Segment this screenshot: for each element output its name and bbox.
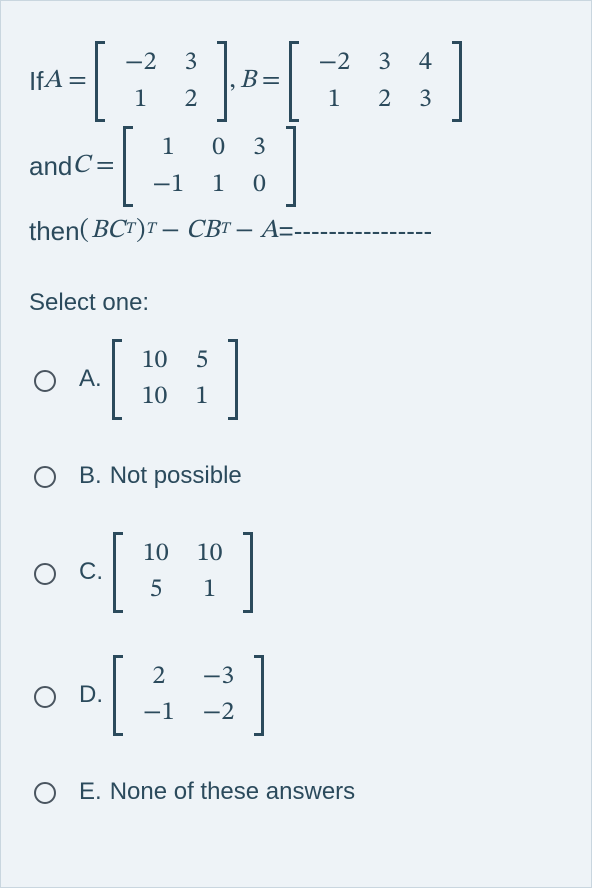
sup-T3: T (219, 217, 229, 243)
matrix-cell: 2 (170, 82, 211, 119)
sup-T1: T (124, 217, 134, 243)
option-letter: E. (79, 778, 102, 806)
matrix-cell: 10 (128, 343, 182, 380)
option-radio-E[interactable] (34, 782, 56, 804)
expression: ( B C T ) T − C B T − A = --------------… (80, 211, 433, 253)
option-E[interactable]: E. None of these answers (29, 778, 563, 806)
option-letter: A. (79, 365, 102, 393)
sym-A: A (43, 61, 62, 103)
question-stem: If A = −2312 , B = −234123 and C = (29, 41, 563, 253)
eq-3: = (90, 146, 121, 188)
matrix-cell: 3 (239, 130, 280, 167)
select-one-prompt: Select one: (29, 289, 563, 317)
eq-2: = (256, 61, 287, 103)
matrix-cell: 5 (129, 572, 183, 609)
matrix-cell: 1 (305, 82, 365, 119)
option-radio-C[interactable] (34, 563, 56, 585)
matrix-cell: 10 (128, 379, 182, 416)
matrix-cell: 5 (181, 343, 222, 380)
quiz-page: If A = −2312 , B = −234123 and C = (0, 0, 592, 888)
sup-T2: T (145, 217, 155, 243)
eq-blank: = (279, 211, 294, 253)
matrix-cell: 3 (364, 45, 405, 82)
option-label-D: D. 2−3−1−2 (79, 655, 266, 736)
sym-C3: C (186, 211, 203, 253)
matrix-cell: 10 (129, 536, 183, 573)
sym-A2: A (260, 211, 279, 253)
option-letter: C. (79, 558, 103, 586)
stem-line-1: If A = −2312 , B = −234123 (29, 41, 563, 122)
eq-1: = (62, 61, 93, 103)
matrix-cell: 4 (405, 45, 446, 82)
matrix-cell: 1 (181, 379, 222, 416)
matrix-cell: 1 (183, 572, 237, 609)
matrix-cell: −1 (129, 695, 189, 732)
option-radio-B[interactable] (34, 466, 56, 488)
paren-close: ) (134, 211, 145, 253)
option-letter: B. (79, 462, 102, 490)
option-radio-A[interactable] (34, 370, 56, 392)
option-matrix: 2−3−1−2 (113, 655, 264, 736)
matrix-cell: 2 (364, 82, 405, 119)
option-text: None of these answers (110, 778, 355, 806)
option-label-A: A. 105101 (79, 339, 240, 420)
matrix-cell: −2 (111, 45, 171, 82)
matrix-cell: −2 (189, 695, 249, 732)
matrix-cell: 1 (111, 82, 171, 119)
sym-B3: B (203, 211, 219, 253)
option-text: Not possible (110, 462, 242, 490)
option-radio-D[interactable] (34, 686, 56, 708)
matrix-cell: 3 (170, 45, 211, 82)
matrix-cell: 3 (405, 82, 446, 119)
matrix-B: −234123 (289, 41, 462, 122)
then-text: then (29, 211, 80, 253)
stem-line-3: then ( B C T ) T − C B T − A = ---------… (29, 211, 563, 253)
if-text: If (29, 61, 43, 103)
matrix-A: −2312 (95, 41, 227, 122)
matrix-cell: 2 (129, 659, 189, 696)
options-list: A.105101B.Not possibleC.101051D.2−3−1−2E… (29, 339, 563, 806)
matrix-cell: 10 (183, 536, 237, 573)
matrix-cell: −1 (139, 167, 199, 204)
matrix-cell: −2 (305, 45, 365, 82)
option-D[interactable]: D. 2−3−1−2 (29, 655, 563, 736)
matrix-C: 103−110 (123, 126, 296, 207)
option-label-C: C. 101051 (79, 532, 255, 613)
sym-B2: B (91, 211, 107, 253)
matrix-cell: 1 (198, 167, 239, 204)
option-letter: D. (79, 681, 103, 709)
stem-line-2: and C = 103−110 (29, 126, 563, 207)
and-text: and (29, 146, 72, 188)
option-label-E: E. None of these answers (79, 778, 355, 806)
option-matrix: 101051 (113, 532, 253, 613)
sym-C: C (72, 146, 89, 188)
minus-2: − (229, 211, 260, 253)
paren-open: ( (80, 211, 91, 253)
option-matrix: 105101 (112, 339, 239, 420)
option-A[interactable]: A. 105101 (29, 339, 563, 420)
option-label-B: B. Not possible (79, 462, 242, 490)
option-B[interactable]: B. Not possible (29, 462, 563, 490)
comma: , (229, 61, 239, 103)
matrix-cell: 0 (239, 167, 280, 204)
minus-1: − (155, 211, 186, 253)
option-C[interactable]: C. 101051 (29, 532, 563, 613)
matrix-cell: 0 (198, 130, 239, 167)
answer-blank: ---------------- (294, 211, 433, 253)
sym-B: B (240, 61, 256, 103)
matrix-cell: 1 (139, 130, 199, 167)
matrix-cell: −3 (189, 659, 249, 696)
sym-C2: C (107, 211, 124, 253)
